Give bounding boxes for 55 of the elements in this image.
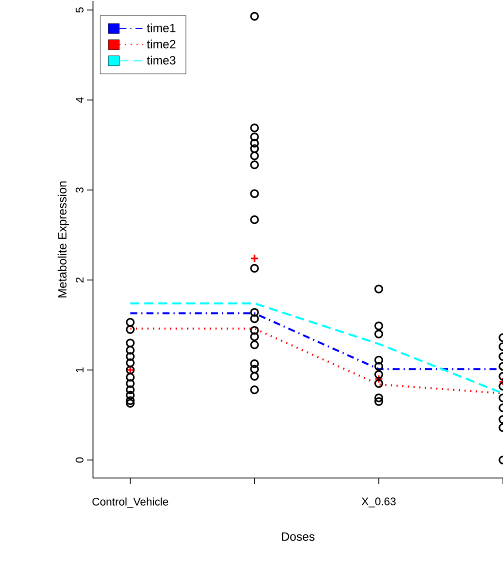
point	[250, 254, 259, 263]
point	[374, 330, 384, 338]
point	[250, 372, 259, 381]
point	[126, 372, 135, 382]
point	[126, 379, 135, 388]
y-axis-title: Metabolite Expression	[58, 181, 69, 298]
point	[374, 362, 384, 371]
point	[250, 138, 259, 148]
point	[126, 318, 135, 327]
point	[250, 160, 259, 170]
point	[126, 385, 135, 394]
point	[250, 132, 259, 142]
point	[250, 124, 259, 132]
point	[250, 332, 259, 342]
point	[250, 144, 259, 153]
y-tick-label: 3	[76, 187, 84, 193]
point	[126, 396, 135, 405]
legend-label: time2	[146, 40, 176, 48]
point	[126, 346, 135, 355]
x-tick-label: X_0.63	[362, 498, 396, 508]
point	[374, 370, 384, 379]
point	[374, 322, 384, 330]
point	[126, 338, 135, 348]
y-tick-label: 0	[76, 457, 84, 463]
point	[250, 189, 259, 198]
point	[374, 397, 384, 406]
point	[374, 284, 384, 294]
point	[250, 364, 259, 374]
point	[126, 325, 135, 334]
point	[126, 358, 135, 368]
point	[250, 215, 259, 224]
point	[250, 151, 259, 160]
point	[250, 264, 259, 273]
point	[250, 314, 259, 324]
point	[374, 356, 384, 364]
point	[250, 385, 259, 394]
y-tick-label: 4	[76, 97, 84, 103]
y-tick-label: 2	[76, 278, 84, 282]
y-tick-label: 1	[76, 367, 84, 372]
point	[250, 326, 259, 335]
point	[374, 374, 384, 384]
point	[374, 379, 384, 388]
point	[374, 394, 384, 402]
legend-label: time1	[146, 23, 176, 32]
point	[126, 398, 135, 408]
point	[250, 359, 259, 368]
x-tick-label: Control_Vehicle	[92, 498, 168, 508]
point	[250, 340, 259, 350]
legend-label: time3	[146, 56, 176, 65]
x-axis-title: Doses	[282, 532, 315, 541]
y-tick-label: 5	[76, 7, 84, 13]
point	[250, 308, 259, 317]
point	[126, 352, 135, 361]
point	[250, 12, 259, 21]
point	[126, 390, 135, 400]
